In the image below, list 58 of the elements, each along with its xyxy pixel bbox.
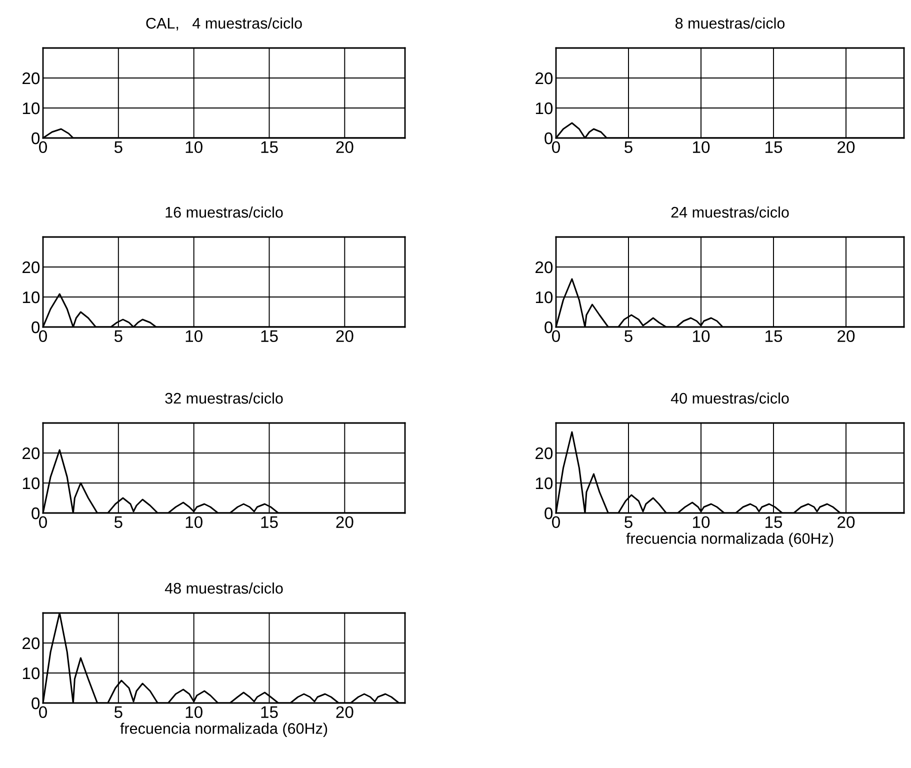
x-axis-title: frecuencia normalizada (60Hz) [626, 532, 834, 547]
chart-title: 40 muestras/ciclo [670, 392, 789, 404]
x-tick-label: 10 [186, 141, 202, 154]
x-tick-label: 10 [693, 330, 710, 342]
y-tick-label: 10 [536, 102, 553, 114]
y-tick-label: 10 [22, 102, 40, 114]
x-tick-label: 15 [766, 516, 782, 528]
x-tick-label: 5 [114, 330, 122, 342]
x-tick-label: 15 [766, 330, 782, 342]
x-tick-label: 10 [186, 516, 202, 528]
y-tick-label: 20 [536, 72, 553, 84]
y-tick-label: 20 [536, 447, 553, 460]
x-tick-label: 20 [336, 330, 354, 342]
x-tick-label: 5 [114, 141, 122, 154]
y-tick-label: 0 [544, 132, 553, 144]
x-tick-label: 15 [261, 141, 278, 154]
x-tick-label: 15 [261, 516, 278, 528]
y-tick-label: 20 [22, 447, 40, 460]
x-tick-label: 20 [838, 141, 855, 154]
x-tick-label: 15 [766, 141, 782, 154]
y-tick-label: 20 [536, 261, 553, 274]
y-tick-label: 0 [32, 132, 40, 144]
x-tick-label: 20 [336, 706, 354, 718]
x-tick-label: 5 [624, 516, 632, 528]
x-tick-label: 20 [838, 330, 855, 342]
chart-title: 24 muestras/ciclo [671, 206, 789, 218]
chart-title: 8 muestras/ciclo [675, 17, 785, 29]
x-tick-label: 20 [838, 516, 855, 528]
x-tick-label: 5 [114, 706, 122, 718]
y-tick-label: 20 [22, 72, 40, 84]
y-tick-label: 0 [32, 507, 40, 520]
y-tick-label: 10 [22, 667, 40, 680]
chart-title: 48 muestras/ciclo [164, 582, 283, 594]
y-tick-label: 10 [536, 477, 553, 490]
x-axis-title: frecuencia normalizada (60Hz) [120, 722, 328, 737]
y-tick-label: 0 [544, 321, 553, 334]
y-tick-label: 20 [22, 261, 40, 274]
x-tick-label: 10 [693, 141, 710, 154]
x-tick-label: 10 [186, 706, 202, 718]
y-tick-label: 10 [22, 477, 40, 490]
y-tick-label: 0 [32, 321, 40, 334]
y-tick-label: 10 [536, 291, 553, 304]
x-tick-label: 15 [261, 330, 278, 342]
chart-title: 32 muestras/ciclo [165, 392, 283, 404]
y-tick-label: 0 [544, 507, 553, 520]
x-tick-label: 20 [336, 516, 354, 528]
x-tick-label: 20 [336, 141, 354, 154]
x-tick-label: 5 [624, 141, 632, 154]
x-tick-label: 5 [114, 516, 122, 528]
chart-title: 16 muestras/ciclo [166, 206, 283, 218]
x-tick-label: 10 [693, 516, 710, 528]
chart-title: CAL, 4 muestras/ciclo [146, 17, 302, 31]
y-tick-label: 10 [22, 291, 40, 304]
x-tick-label: 10 [186, 330, 202, 342]
x-tick-label: 5 [624, 330, 632, 342]
y-tick-label: 0 [32, 697, 40, 710]
y-tick-label: 20 [22, 637, 40, 650]
x-tick-label: 15 [261, 706, 278, 718]
